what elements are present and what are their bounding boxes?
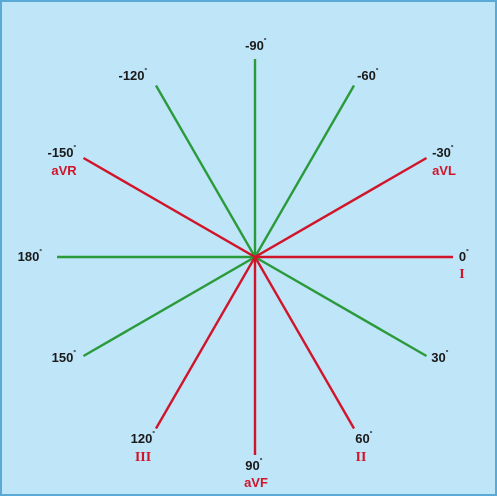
lead-label-avr: aVR [51, 163, 77, 178]
axis-line-150 [82, 255, 256, 358]
degree-label: 90˚ [245, 457, 262, 473]
lead-label-avl: aVL [432, 163, 456, 178]
degree-label: 0˚ [459, 248, 469, 264]
lead-label-iii: III [135, 450, 151, 465]
degree-label: -120˚ [118, 67, 147, 83]
axis-labels: -90˚ -60˚ -30˚ aVL 0˚ I 30˚ 60˚ II 90˚ aVF 120˚ III 1… [18, 37, 469, 490]
degree-label: -90˚ [245, 37, 267, 53]
lead-label-avf: aVF [244, 475, 268, 490]
axis-line-minus-150 [82, 156, 256, 259]
axis-line-minus-120 [154, 84, 257, 258]
degree-label: 60˚ [355, 430, 372, 446]
degree-label: 150˚ [52, 349, 77, 365]
degree-label: 30˚ [431, 349, 448, 365]
lead-label-i: I [459, 267, 464, 282]
axis-line-120 [154, 256, 257, 430]
axis-line-minus-60 [253, 84, 356, 258]
axis-line-60 [253, 256, 356, 430]
degree-label: -60˚ [357, 67, 379, 83]
axis-lines [57, 59, 453, 455]
axis-line-30 [254, 255, 428, 358]
degree-label: 120˚ [131, 430, 156, 446]
lead-label-ii: II [356, 450, 367, 465]
degree-label: -30˚ [432, 144, 454, 160]
degree-label: -150˚ [47, 144, 76, 160]
degree-label: 180˚ [18, 248, 43, 264]
axis-line-minus-30 [254, 156, 428, 259]
